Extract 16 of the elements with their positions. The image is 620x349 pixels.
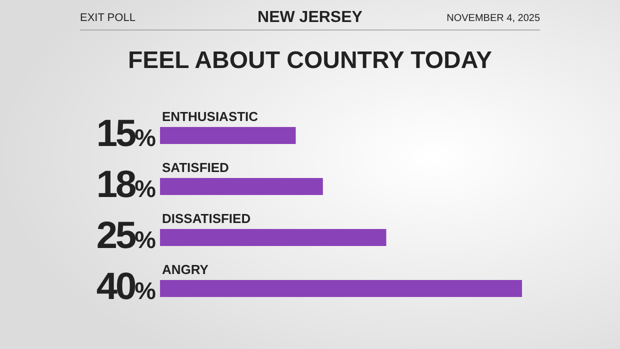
- data-label: 40%: [96, 266, 156, 308]
- chart-subtitle: NEW JERSEY: [258, 9, 363, 26]
- text: EXIT POLL: [80, 12, 136, 24]
- chart-title: FEEL ABOUT COUNTRY TODAY: [128, 47, 492, 74]
- data-label: 15%: [96, 113, 156, 155]
- y-tick-label: ANGRY: [162, 262, 209, 277]
- text: NOVEMBER 4, 2025: [446, 13, 540, 24]
- bar: [160, 178, 323, 195]
- bar: [160, 229, 386, 246]
- bar: [160, 280, 522, 297]
- y-tick-label: SATISFIED: [162, 160, 229, 175]
- data-label: 25%: [96, 215, 156, 257]
- data-label: 18%: [96, 164, 156, 206]
- bar: [160, 127, 296, 144]
- y-tick-label: DISSATISFIED: [162, 211, 251, 226]
- y-tick-label: ENTHUSIASTIC: [162, 109, 259, 124]
